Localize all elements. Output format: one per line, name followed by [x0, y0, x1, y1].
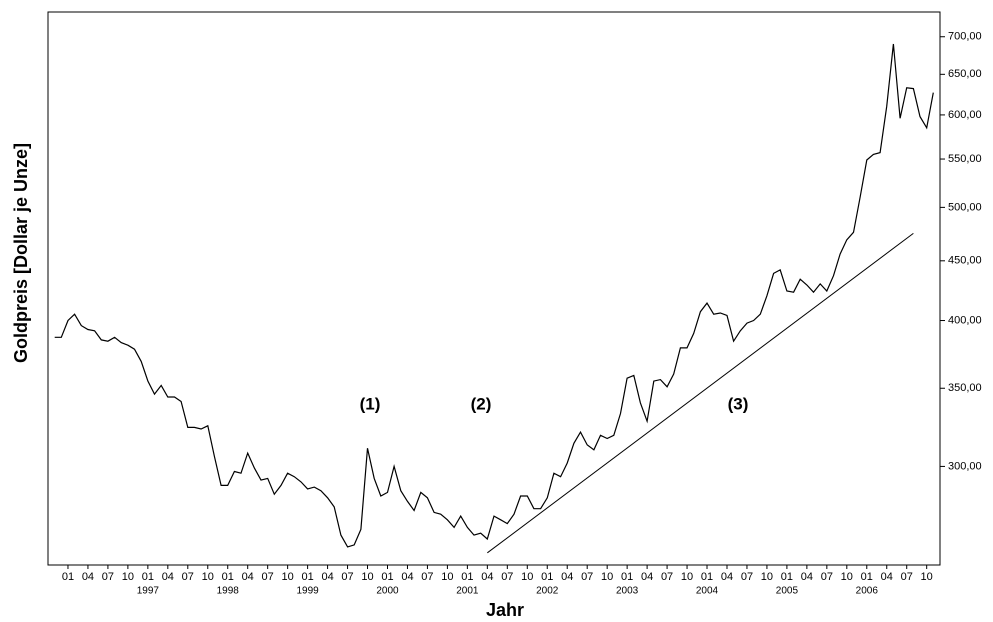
year-label: 2004: [696, 586, 719, 597]
y-axis-label: Goldpreis [Dollar je Unze]: [11, 143, 31, 363]
x-tick-label: 01: [142, 571, 154, 583]
x-tick-label: 04: [162, 571, 174, 583]
year-label: 1999: [296, 586, 319, 597]
y-tick-label: 450,00: [948, 255, 982, 267]
x-tick-label: 01: [62, 571, 74, 583]
x-tick-label: 04: [242, 571, 254, 583]
y-tick-label: 300,00: [948, 460, 982, 472]
x-tick-label: 07: [341, 571, 353, 583]
x-tick-label: 07: [501, 571, 513, 583]
plot-frame: [47, 11, 941, 566]
x-tick-label: 04: [561, 571, 573, 583]
annotation: (3): [728, 394, 749, 413]
year-label: 2003: [616, 586, 639, 597]
x-tick-label: 07: [661, 571, 673, 583]
x-tick-label: 04: [481, 571, 493, 583]
x-tick-label: 07: [102, 571, 114, 583]
year-label: 1998: [217, 586, 240, 597]
x-tick-label: 04: [401, 571, 413, 583]
x-tick-label: 10: [202, 571, 214, 583]
year-label: 2001: [456, 586, 479, 597]
year-label: 2002: [536, 586, 559, 597]
annotation: (1): [360, 394, 381, 413]
x-tick-label: 10: [361, 571, 373, 583]
y-tick-label: 700,00: [948, 31, 982, 43]
x-tick-label: 01: [541, 571, 553, 583]
x-tick-label: 07: [262, 571, 274, 583]
x-tick-label: 04: [801, 571, 813, 583]
x-tick-label: 04: [721, 571, 733, 583]
year-label: 2005: [776, 586, 799, 597]
x-tick-label: 04: [321, 571, 333, 583]
y-tick-label: 650,00: [948, 68, 982, 80]
x-tick-label: 04: [641, 571, 653, 583]
x-tick-label: 01: [621, 571, 633, 583]
x-tick-label: 07: [821, 571, 833, 583]
x-tick-label: 07: [901, 571, 913, 583]
x-tick-label: 10: [681, 571, 693, 583]
y-tick-label: 600,00: [948, 109, 982, 121]
year-label: 2006: [856, 586, 879, 597]
x-tick-label: 07: [581, 571, 593, 583]
x-tick-label: 10: [282, 571, 294, 583]
x-tick-label: 01: [461, 571, 473, 583]
x-tick-label: 01: [701, 571, 713, 583]
y-tick-label: 550,00: [948, 153, 982, 165]
year-label: 2000: [376, 586, 399, 597]
x-tick-label: 10: [601, 571, 613, 583]
y-tick-label: 500,00: [948, 201, 982, 213]
x-tick-label: 01: [381, 571, 393, 583]
x-tick-label: 01: [861, 571, 873, 583]
x-tick-label: 07: [741, 571, 753, 583]
x-tick-label: 07: [421, 571, 433, 583]
x-tick-label: 10: [921, 571, 933, 583]
x-tick-label: 10: [441, 571, 453, 583]
x-axis-label: Jahr: [486, 600, 524, 620]
x-tick-label: 04: [82, 571, 94, 583]
trend-line: [487, 232, 914, 554]
x-tick-label: 10: [122, 571, 134, 583]
x-tick-label: 10: [521, 571, 533, 583]
x-tick-label: 01: [781, 571, 793, 583]
x-tick-label: 01: [301, 571, 313, 583]
y-tick-label: 400,00: [948, 314, 982, 326]
year-label: 1997: [137, 586, 160, 597]
price-line: [54, 43, 934, 548]
x-tick-label: 10: [761, 571, 773, 583]
x-tick-label: 10: [841, 571, 853, 583]
annotation: (2): [471, 394, 492, 413]
y-tick-label: 350,00: [948, 382, 982, 394]
x-tick-label: 07: [182, 571, 194, 583]
x-tick-label: 01: [222, 571, 234, 583]
x-tick-label: 04: [881, 571, 893, 583]
